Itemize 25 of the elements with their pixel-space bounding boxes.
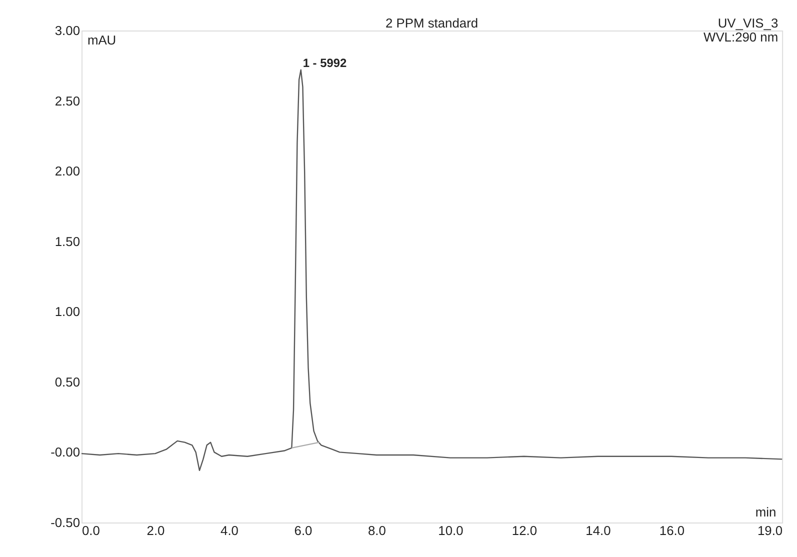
y-tick-label: 0.50	[54, 374, 80, 390]
x-tick-label: 8.0	[368, 522, 386, 538]
annotation: WVL:290 nm	[704, 29, 778, 44]
x-tick-label: 12.0	[512, 522, 538, 538]
x-tick-label: 19.0	[757, 522, 783, 538]
x-tick-label: 4.0	[220, 522, 238, 538]
y-tick-label: -0.00	[50, 444, 80, 460]
x-axis-title: min	[755, 504, 776, 520]
line-series	[80, 69, 783, 472]
x-tick-label: 14.0	[586, 522, 611, 538]
y-tick-label: 2.00	[54, 164, 80, 179]
chart-title: 2 PPM standard	[386, 16, 478, 31]
annotation: 1 - 5992	[302, 56, 347, 70]
x-tick-label: 2.0	[146, 522, 165, 538]
y-tick-label: 1.00	[54, 304, 80, 320]
x-tick-label: 6.0	[294, 522, 312, 538]
x-tick-label: 16.0	[659, 522, 685, 538]
y-axis-title: mAU	[87, 32, 116, 48]
x-tick-label: 0.0	[82, 522, 100, 538]
y-tick-label: -0.50	[50, 514, 80, 530]
y-tick-label: 3.00	[54, 23, 80, 38]
y-tick-label: 2.50	[54, 93, 80, 108]
y-tick-label: 1.50	[54, 234, 80, 249]
text: UV_VIS_3	[718, 16, 778, 31]
x-tick-label: 10.0	[438, 522, 464, 538]
